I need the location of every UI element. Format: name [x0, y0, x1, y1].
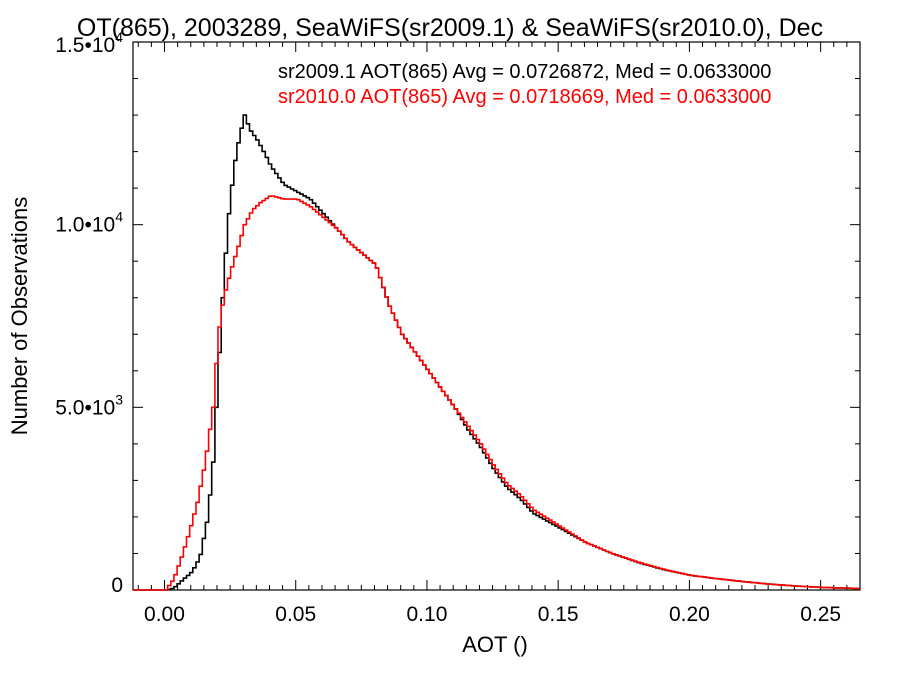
y-tick-label: 0 [111, 574, 123, 597]
x-tick-label: 0.05 [275, 603, 316, 626]
x-tick-label: 0.15 [538, 603, 579, 626]
x-axis-ticks: 0.00 0.05 0.10 0.15 0.20 0.25 [137, 42, 861, 626]
legend-entry-sr2009.1: sr2009.1 AOT(865) Avg = 0.0726872, Med =… [278, 61, 771, 83]
x-tick-label: 0.20 [669, 603, 710, 626]
x-tick-label: 0.25 [800, 603, 841, 626]
plot-border [132, 41, 861, 591]
x-tick-label: 0.10 [407, 603, 448, 626]
x-tick-label: 0.00 [144, 603, 185, 626]
y-axis-label: Number of Observations [7, 197, 32, 435]
x-axis-label: AOT () [462, 632, 528, 657]
series-lines [133, 114, 860, 591]
legend: sr2009.1 AOT(865) Avg = 0.0726872, Med =… [278, 61, 771, 108]
y-tick-label: 5.0•103 [55, 391, 123, 419]
y-tick-label: 1.0•104 [55, 209, 123, 237]
y-tick-label: 1.5•104 [55, 29, 123, 57]
series-line-sr2010.0 [133, 195, 860, 591]
legend-entry-sr2010.0: sr2010.0 AOT(865) Avg = 0.0718669, Med =… [278, 86, 771, 108]
chart-title: OT(865), 2003289, SeaWiFS(sr2009.1) & Se… [77, 14, 823, 42]
plot-frame [132, 41, 861, 591]
y-axis-ticks: 0 5.0•103 1.0•104 1.5•104 [55, 29, 860, 597]
series-line-sr2009.1 [133, 114, 860, 591]
